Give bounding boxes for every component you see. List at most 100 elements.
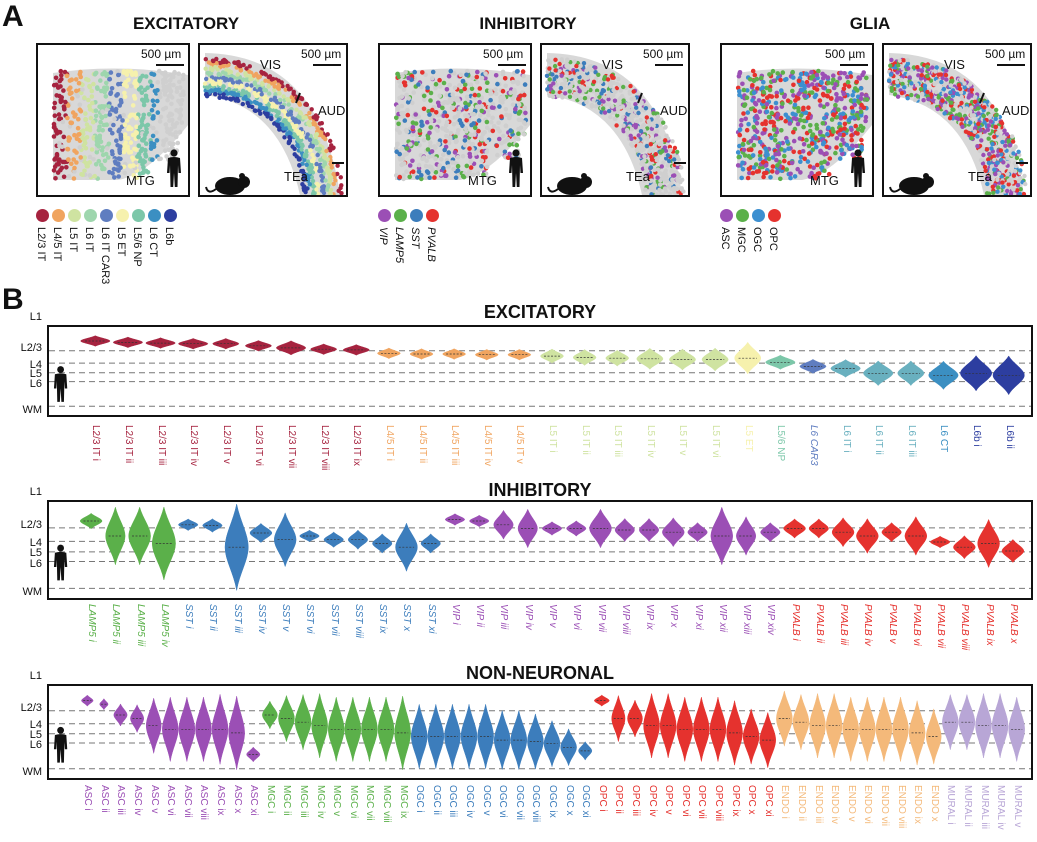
type-label: L6 CAR3 [807, 425, 819, 466]
scale-bar [498, 64, 526, 66]
human-silhouette-icon [851, 149, 865, 187]
type-label: SST iv [255, 604, 267, 634]
mouse-tissue-panel [882, 43, 1032, 197]
human-tissue-panel [720, 43, 874, 197]
violin-vip-i [445, 513, 465, 526]
type-label: L2/3 IT vi [253, 425, 265, 466]
violin-l2-3-it-iii [145, 337, 176, 349]
panel-a-letter: A [2, 0, 24, 33]
type-label: OGC xi [580, 785, 592, 818]
violin-opc-x [742, 708, 760, 765]
scale-label: 500 µm [301, 47, 342, 61]
type-label: OPC iii [629, 785, 641, 817]
scale-label: 500 µm [483, 47, 524, 61]
type-label: L2/3 IT iii [155, 425, 167, 466]
type-label: L4/5 IT iii [449, 425, 461, 466]
type-label: L2/3 IT ii [122, 425, 134, 464]
legend-item: VIP [377, 209, 392, 279]
legend-label: L5 IT [67, 227, 79, 253]
panel-b-letter: B [2, 283, 24, 316]
violin-l5-6-np [765, 354, 796, 370]
human-silhouette-icon [167, 149, 181, 187]
type-label: OPC xi [762, 785, 774, 817]
layer-label: WM [22, 403, 42, 416]
type-label: L2/3 IT viii [318, 425, 330, 471]
legend-item: L6b [163, 209, 178, 279]
violin-endo-viii [892, 697, 909, 762]
legend-dot [148, 209, 161, 222]
legend-label: VIP [377, 227, 389, 245]
scale-bar [156, 64, 184, 66]
violin-l2-3-it-i [80, 335, 111, 347]
layer-label: L5 [29, 728, 42, 741]
type-label: OGC x [563, 785, 575, 816]
violin-panel [47, 684, 1033, 780]
type-label: L2/3 IT ix [351, 425, 363, 466]
type-label: MGC ix [397, 785, 409, 819]
violin-l2-3-it-vi [245, 340, 272, 352]
layer-label: L4 [29, 358, 42, 371]
violin-vip-viii [614, 518, 635, 543]
mouse-icon [205, 173, 250, 195]
type-label: PVALB i [789, 604, 801, 641]
legend-dot [752, 209, 765, 222]
legend-dot [378, 209, 391, 222]
type-label: PVALB vi [910, 604, 922, 646]
violin-sst-ii [202, 518, 223, 533]
violin-pvalb-v [881, 522, 902, 543]
layer-label: L6 [29, 739, 42, 752]
type-label: L6 CT [938, 425, 950, 453]
violin-asc-x [228, 696, 245, 770]
layer-label: L5 [29, 367, 42, 380]
type-label: L6 IT i [840, 425, 852, 453]
type-label: OPC ii [613, 785, 625, 814]
mouse-tissue-plot [886, 53, 1028, 195]
legend-item: L5 ET [115, 209, 130, 279]
legend-label: L6b [163, 227, 175, 246]
legend-label: L6 IT [83, 227, 95, 253]
mouse-region-aud: AUD [318, 103, 346, 118]
type-label: ENDO iii [812, 785, 824, 824]
type-label: OPC viii [712, 785, 724, 822]
type-label: VIP v [547, 604, 558, 628]
type-label: OGC vi [497, 785, 509, 818]
type-label: L2/3 IT iv [188, 425, 200, 466]
layer-label: L1 [29, 486, 42, 498]
legend-item: OGC [751, 209, 766, 279]
type-label: VIP vii [595, 604, 607, 632]
type-label: VIP xi [692, 604, 704, 630]
violin-l2-3-it-vii [276, 340, 306, 356]
layer-label: L1 [29, 670, 42, 682]
scale-bar [655, 64, 683, 66]
group-title-0: EXCITATORY [132, 14, 240, 33]
violin-l6-it-ii [863, 360, 894, 386]
type-label: ASC v [148, 785, 160, 814]
legend-label: L6 CT [147, 227, 159, 257]
legend-label: L2/3 IT [35, 227, 47, 262]
layer-label: L4 [29, 537, 42, 549]
type-label: MGC v [331, 785, 343, 817]
violin-l2-3-it-iv [178, 338, 209, 350]
type-label: ASC xi [248, 785, 260, 816]
type-label: PVALB v [886, 604, 898, 644]
type-label: ENDO iv [829, 785, 841, 824]
type-label: MURAL v [1011, 785, 1023, 828]
type-label: MGC i [264, 785, 276, 814]
legend-item: OPC [767, 209, 782, 279]
layer-label: WM [22, 766, 42, 779]
violin-ogc-ix [543, 719, 561, 767]
type-label: VIP xiv [765, 604, 777, 635]
violin-mgc-vii [361, 697, 378, 762]
violin-plot [49, 503, 1031, 591]
mouse-region-tea: TEa [284, 169, 308, 184]
legend-item: L6 CT [147, 209, 162, 279]
violin-sst-viii [347, 529, 368, 550]
type-label: L6 IT iii [905, 425, 917, 458]
type-label: OGC vii [513, 785, 525, 820]
mouse-icon [547, 173, 592, 195]
scale-label: 500 µm [643, 47, 684, 61]
type-label: ASC x [231, 785, 243, 814]
type-label: MURAL i [945, 785, 957, 825]
type-label: SST vi [304, 604, 316, 634]
mouse-region-tea: TEa [626, 169, 650, 184]
